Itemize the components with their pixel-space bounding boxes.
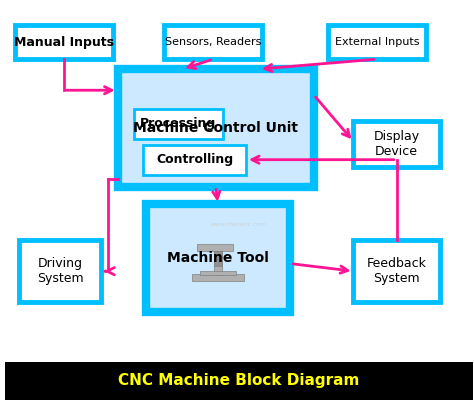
Text: Feedback
System: Feedback System <box>367 257 427 285</box>
Text: Sensors, Readers: Sensors, Readers <box>165 37 262 47</box>
Text: Display
Device: Display Device <box>374 130 420 158</box>
FancyBboxPatch shape <box>214 251 222 265</box>
Text: External Inputs: External Inputs <box>335 37 419 47</box>
Text: Machine Control Unit: Machine Control Unit <box>133 121 298 135</box>
FancyBboxPatch shape <box>19 240 101 302</box>
Text: Machine Tool: Machine Tool <box>167 251 269 265</box>
FancyBboxPatch shape <box>192 274 244 281</box>
FancyBboxPatch shape <box>198 244 233 251</box>
FancyBboxPatch shape <box>354 121 440 167</box>
Text: CNC Machine Block Diagram: CNC Machine Block Diagram <box>118 373 360 388</box>
FancyBboxPatch shape <box>200 271 236 275</box>
FancyBboxPatch shape <box>6 362 473 400</box>
Text: Driving
System: Driving System <box>37 257 84 285</box>
Text: Processing: Processing <box>140 117 217 130</box>
FancyBboxPatch shape <box>214 245 222 275</box>
FancyBboxPatch shape <box>354 240 440 302</box>
FancyBboxPatch shape <box>328 25 426 59</box>
FancyBboxPatch shape <box>146 205 291 312</box>
FancyBboxPatch shape <box>15 25 113 59</box>
Text: Controlling: Controlling <box>156 153 233 166</box>
FancyBboxPatch shape <box>164 25 263 59</box>
FancyBboxPatch shape <box>143 145 246 174</box>
FancyBboxPatch shape <box>134 109 223 139</box>
Text: www.theteck.com: www.theteck.com <box>211 222 267 227</box>
Text: Manual Inputs: Manual Inputs <box>14 36 114 49</box>
FancyBboxPatch shape <box>118 69 314 186</box>
